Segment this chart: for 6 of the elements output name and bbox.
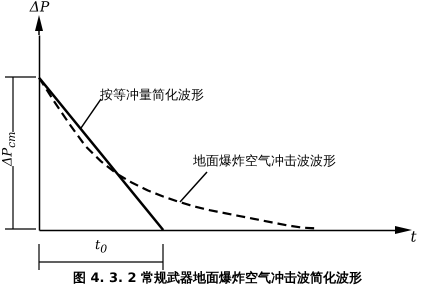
x-axis-title: t [410, 228, 418, 246]
text: 图 4. 3. 2 常规武器地面爆炸空气冲击波简化波形 [72, 270, 362, 286]
text: 地面爆炸空气冲击波波形 [193, 153, 336, 170]
text: 按等冲量简化波形 [100, 87, 204, 104]
text: t$_{0}$ [95, 238, 108, 256]
y-axis-title: ΔP [28, 0, 50, 16]
